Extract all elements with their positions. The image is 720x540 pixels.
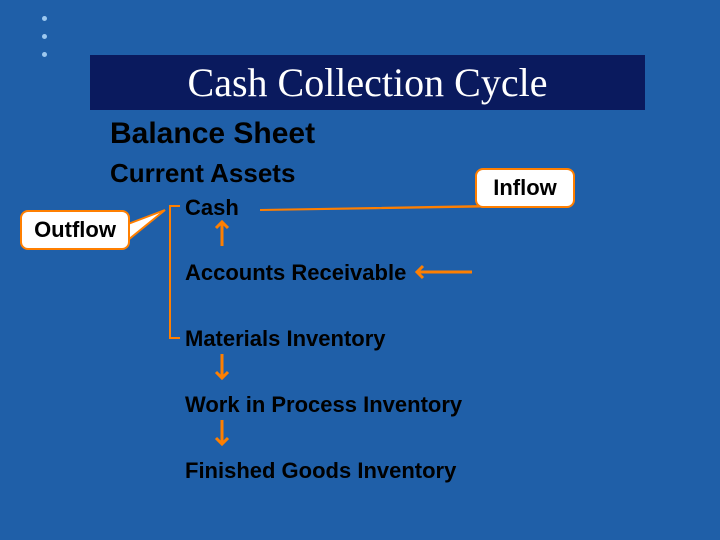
arrow-inflow-to-ar-icon xyxy=(0,0,720,540)
slide-root: Cash Collection Cycle Balance Sheet Curr… xyxy=(0,0,720,540)
